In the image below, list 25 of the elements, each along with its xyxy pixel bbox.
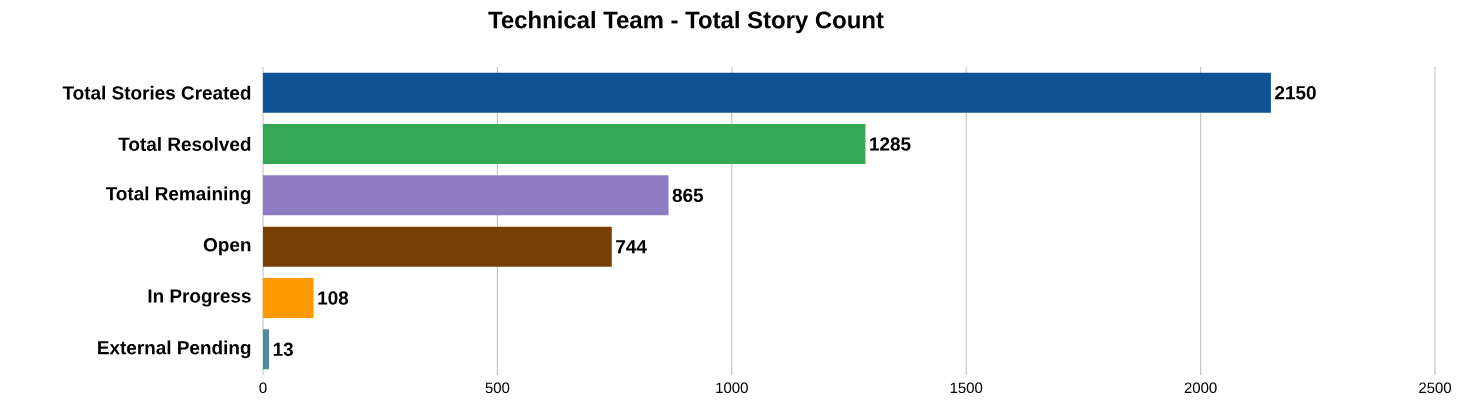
bar xyxy=(263,329,270,370)
y-tick-label: In Progress xyxy=(148,289,251,307)
data-label: 2150 xyxy=(1275,85,1316,100)
y-tick-label: Total Resolved xyxy=(118,137,251,151)
x-tick-label: 1500 xyxy=(950,382,983,394)
y-tick-label: External Pending xyxy=(98,340,251,359)
x-tick-label: 1000 xyxy=(716,382,748,394)
x-tick-label: 0 xyxy=(259,382,267,394)
bar xyxy=(263,226,612,267)
bar xyxy=(263,175,669,216)
x-tick-label: 2000 xyxy=(1184,382,1217,394)
bar xyxy=(263,278,314,318)
y-tick-label: Open xyxy=(203,238,251,256)
data-label: 744 xyxy=(616,240,647,254)
data-label: 13 xyxy=(273,342,293,357)
bar xyxy=(263,72,1271,113)
bar xyxy=(263,124,866,165)
x-tick-label: 500 xyxy=(485,382,510,394)
chart-title: Technical Team - Total Story Count xyxy=(488,10,884,34)
x-tick-label: 2500 xyxy=(1419,382,1452,394)
data-label: 1285 xyxy=(870,137,911,151)
data-label: 865 xyxy=(672,188,704,203)
y-tick-label: Total Stories Created xyxy=(62,85,251,100)
y-tick-label: Total Remaining xyxy=(105,186,251,205)
data-label: 108 xyxy=(318,291,349,305)
